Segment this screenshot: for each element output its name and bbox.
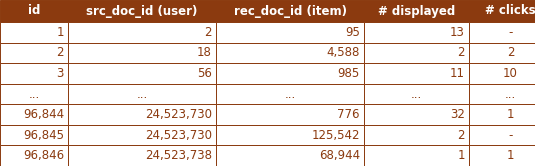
- Text: id: id: [28, 4, 40, 17]
- Bar: [216, 0, 364, 22]
- Bar: [68, 145, 216, 166]
- Text: # displayed: # displayed: [378, 4, 455, 17]
- Text: 95: 95: [345, 26, 360, 39]
- Bar: [469, 125, 535, 145]
- Text: 1: 1: [507, 149, 514, 162]
- Text: 3: 3: [57, 67, 64, 80]
- Text: 68,944: 68,944: [319, 149, 360, 162]
- Text: src_doc_id (user): src_doc_id (user): [86, 4, 198, 17]
- Bar: [364, 104, 469, 125]
- Bar: [469, 63, 535, 84]
- Text: 776: 776: [338, 108, 360, 121]
- Bar: [68, 125, 216, 145]
- Text: 11: 11: [450, 67, 465, 80]
- Text: 985: 985: [338, 67, 360, 80]
- Bar: [364, 63, 469, 84]
- Text: 2: 2: [57, 46, 64, 59]
- Text: 24,523,730: 24,523,730: [145, 129, 212, 142]
- Bar: [469, 84, 535, 104]
- Bar: [0, 22, 68, 42]
- Bar: [68, 104, 216, 125]
- Bar: [469, 104, 535, 125]
- Text: rec_doc_id (item): rec_doc_id (item): [233, 4, 347, 17]
- Text: ...: ...: [505, 87, 516, 100]
- Text: -: -: [508, 26, 513, 39]
- Text: 24,523,738: 24,523,738: [145, 149, 212, 162]
- Text: ...: ...: [28, 87, 40, 100]
- Text: 125,542: 125,542: [311, 129, 360, 142]
- Text: 1: 1: [457, 149, 465, 162]
- Bar: [216, 125, 364, 145]
- Bar: [216, 63, 364, 84]
- Bar: [469, 0, 535, 22]
- Text: 56: 56: [197, 67, 212, 80]
- Bar: [364, 0, 469, 22]
- Bar: [364, 42, 469, 63]
- Bar: [68, 84, 216, 104]
- Bar: [216, 22, 364, 42]
- Bar: [68, 0, 216, 22]
- Bar: [469, 145, 535, 166]
- Text: 13: 13: [450, 26, 465, 39]
- Text: 2: 2: [204, 26, 212, 39]
- Text: -: -: [508, 129, 513, 142]
- Bar: [364, 84, 469, 104]
- Bar: [68, 22, 216, 42]
- Bar: [0, 125, 68, 145]
- Text: 1: 1: [57, 26, 64, 39]
- Text: ...: ...: [285, 87, 296, 100]
- Text: 96,844: 96,844: [23, 108, 64, 121]
- Bar: [364, 22, 469, 42]
- Text: 18: 18: [197, 46, 212, 59]
- Bar: [216, 84, 364, 104]
- Text: 24,523,730: 24,523,730: [145, 108, 212, 121]
- Text: # clicks: # clicks: [485, 4, 535, 17]
- Bar: [364, 145, 469, 166]
- Text: 10: 10: [503, 67, 518, 80]
- Bar: [216, 104, 364, 125]
- Bar: [469, 42, 535, 63]
- Bar: [68, 42, 216, 63]
- Bar: [68, 63, 216, 84]
- Bar: [216, 145, 364, 166]
- Text: 96,846: 96,846: [23, 149, 64, 162]
- Text: 2: 2: [457, 46, 465, 59]
- Bar: [0, 63, 68, 84]
- Bar: [0, 84, 68, 104]
- Bar: [0, 0, 68, 22]
- Bar: [0, 145, 68, 166]
- Text: ...: ...: [411, 87, 422, 100]
- Text: 4,588: 4,588: [327, 46, 360, 59]
- Bar: [0, 104, 68, 125]
- Bar: [216, 42, 364, 63]
- Bar: [469, 22, 535, 42]
- Text: 32: 32: [450, 108, 465, 121]
- Text: 2: 2: [507, 46, 514, 59]
- Bar: [364, 125, 469, 145]
- Bar: [0, 42, 68, 63]
- Text: 1: 1: [507, 108, 514, 121]
- Text: ...: ...: [136, 87, 148, 100]
- Text: 96,845: 96,845: [23, 129, 64, 142]
- Text: 2: 2: [457, 129, 465, 142]
